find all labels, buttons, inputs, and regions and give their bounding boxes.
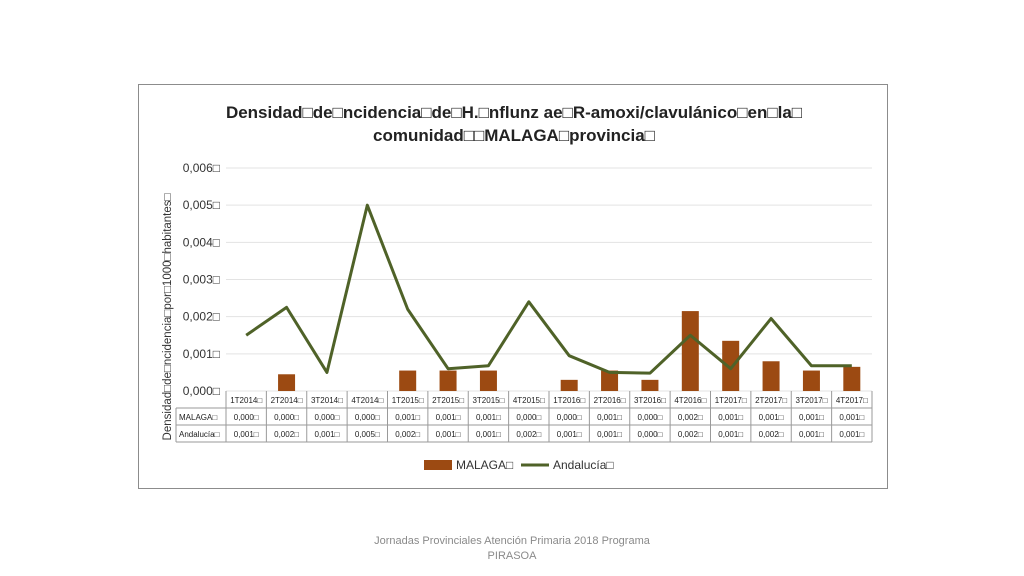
table-row-label: Andalucía□ xyxy=(179,430,220,439)
x-tick-label: 3T2016□ xyxy=(634,396,666,405)
table-cell-value: 0,001□ xyxy=(759,413,784,422)
table-cell-value: 0,001□ xyxy=(799,413,824,422)
x-tick-label: 1T2016□ xyxy=(553,396,585,405)
y-tick-label: 0,006□ xyxy=(183,161,220,175)
table-cell-value: 0,000□ xyxy=(557,413,582,422)
y-tick-label: 0,001□ xyxy=(183,347,220,361)
table-cell-value: 0,002□ xyxy=(759,430,784,439)
table-cell-value: 0,000□ xyxy=(638,413,663,422)
y-tick-label: 0,005□ xyxy=(183,198,220,212)
chart-svg: Densidad□de□ncidencia□de□H.□nflunz ae□R-… xyxy=(162,103,873,472)
table-cell-value: 0,001□ xyxy=(557,430,582,439)
table-cell-value: 0,001□ xyxy=(436,430,461,439)
x-tick-label: 2T2015□ xyxy=(432,396,464,405)
bar-malaga xyxy=(843,366,861,391)
table-cell-value: 0,002□ xyxy=(516,430,541,439)
y-axis-label: Densidad□de□ncidencia□por□1000□habitante… xyxy=(162,193,174,440)
bar-malaga xyxy=(762,361,780,391)
table-cell-value: 0,002□ xyxy=(395,430,420,439)
y-tick-label: 0,004□ xyxy=(183,235,220,249)
chart-frame: Densidad□de□ncidencia□de□H.□nflunz ae□R-… xyxy=(138,84,888,489)
table-cell-value: 0,000□ xyxy=(516,413,541,422)
x-tick-label: 2T2016□ xyxy=(594,396,626,405)
table-cell-value: 0,002□ xyxy=(678,413,703,422)
bar-malaga xyxy=(399,370,417,391)
x-tick-label: 4T2016□ xyxy=(674,396,706,405)
x-tick-label: 3T2017□ xyxy=(795,396,827,405)
table-cell-value: 0,001□ xyxy=(234,430,259,439)
table-row-label: MALAGA□ xyxy=(179,413,217,422)
x-tick-label: 1T2017□ xyxy=(715,396,747,405)
table-cell-value: 0,005□ xyxy=(355,430,380,439)
legend-label-malaga: MALAGA□ xyxy=(456,458,513,472)
footer: Jornadas Provinciales Atención Primaria … xyxy=(362,534,662,564)
table-cell-value: 0,002□ xyxy=(274,430,299,439)
table-cell-value: 0,000□ xyxy=(638,430,663,439)
gridlines xyxy=(226,167,872,392)
series-line-andalucia xyxy=(245,203,852,375)
table-cell-value: 0,001□ xyxy=(839,430,864,439)
table-cell-value: 0,001□ xyxy=(476,413,501,422)
x-tick-label: 3T2014□ xyxy=(311,396,343,405)
y-tick-label: 0,000□ xyxy=(183,384,220,398)
table-cell-value: 0,000□ xyxy=(274,413,299,422)
table-cell-value: 0,001□ xyxy=(718,413,743,422)
table-cell-value: 0,001□ xyxy=(315,430,340,439)
y-tick-label: 0,003□ xyxy=(183,273,220,287)
footer-line-1: Jornadas Provinciales Atención Primaria … xyxy=(374,535,650,547)
bar-malaga xyxy=(560,379,578,391)
bar-malaga xyxy=(479,370,497,391)
table-cell-value: 0,002□ xyxy=(678,430,703,439)
line-andalucia xyxy=(245,203,852,375)
data-table: 1T2014□ 2T2014□ 3T2014□ 4T2014□ 1T2015□ 2T201… xyxy=(175,391,873,443)
x-tick-label: 2T2014□ xyxy=(271,396,303,405)
x-tick-label: 1T2015□ xyxy=(392,396,424,405)
y-tick-labels: 0,006□ 0,005□ 0,004□ 0,003□ 0,002□ 0,001□ 0,00… xyxy=(183,161,220,398)
legend-swatch-malaga xyxy=(424,460,452,470)
table-cell-value: 0,001□ xyxy=(718,430,743,439)
table-cell-value: 0,000□ xyxy=(315,413,340,422)
chart-title-line-2: comunidad□□MALAGA□provincia□ xyxy=(373,126,655,145)
footer-line-2: PIRASOA xyxy=(487,550,537,562)
x-tick-label: 4T2017□ xyxy=(836,396,868,405)
chart-title-line-1: Densidad□de□ncidencia□de□H.□nflunz ae□R-… xyxy=(226,103,802,122)
table-cell-value: 0,001□ xyxy=(597,430,622,439)
bar-malaga xyxy=(722,340,740,391)
bars-malaga xyxy=(278,311,861,391)
table-cell-value: 0,001□ xyxy=(839,413,864,422)
bar-malaga xyxy=(641,379,659,391)
bar-malaga xyxy=(439,370,457,391)
y-tick-label: 0,002□ xyxy=(183,310,220,324)
x-tick-label: 1T2014□ xyxy=(230,396,262,405)
x-tick-label: 4T2015□ xyxy=(513,396,545,405)
x-tick-label: 2T2017□ xyxy=(755,396,787,405)
x-tick-label: 3T2015□ xyxy=(472,396,504,405)
table-cell-value: 0,001□ xyxy=(476,430,501,439)
table-cell-value: 0,001□ xyxy=(395,413,420,422)
table-cell-value: 0,001□ xyxy=(436,413,461,422)
bar-malaga xyxy=(802,370,820,391)
bar-malaga xyxy=(601,370,619,391)
table-cell-value: 0,001□ xyxy=(597,413,622,422)
table-cell-value: 0,000□ xyxy=(355,413,380,422)
table-cell-value: 0,000□ xyxy=(234,413,259,422)
table-cell-value: 0,001□ xyxy=(799,430,824,439)
bar-malaga xyxy=(278,374,296,391)
x-tick-label: 4T2014□ xyxy=(351,396,383,405)
legend: MALAGA□ Andalucía□ xyxy=(424,458,614,472)
bar-malaga xyxy=(681,311,699,391)
legend-label-andalucia: Andalucía□ xyxy=(553,458,614,472)
